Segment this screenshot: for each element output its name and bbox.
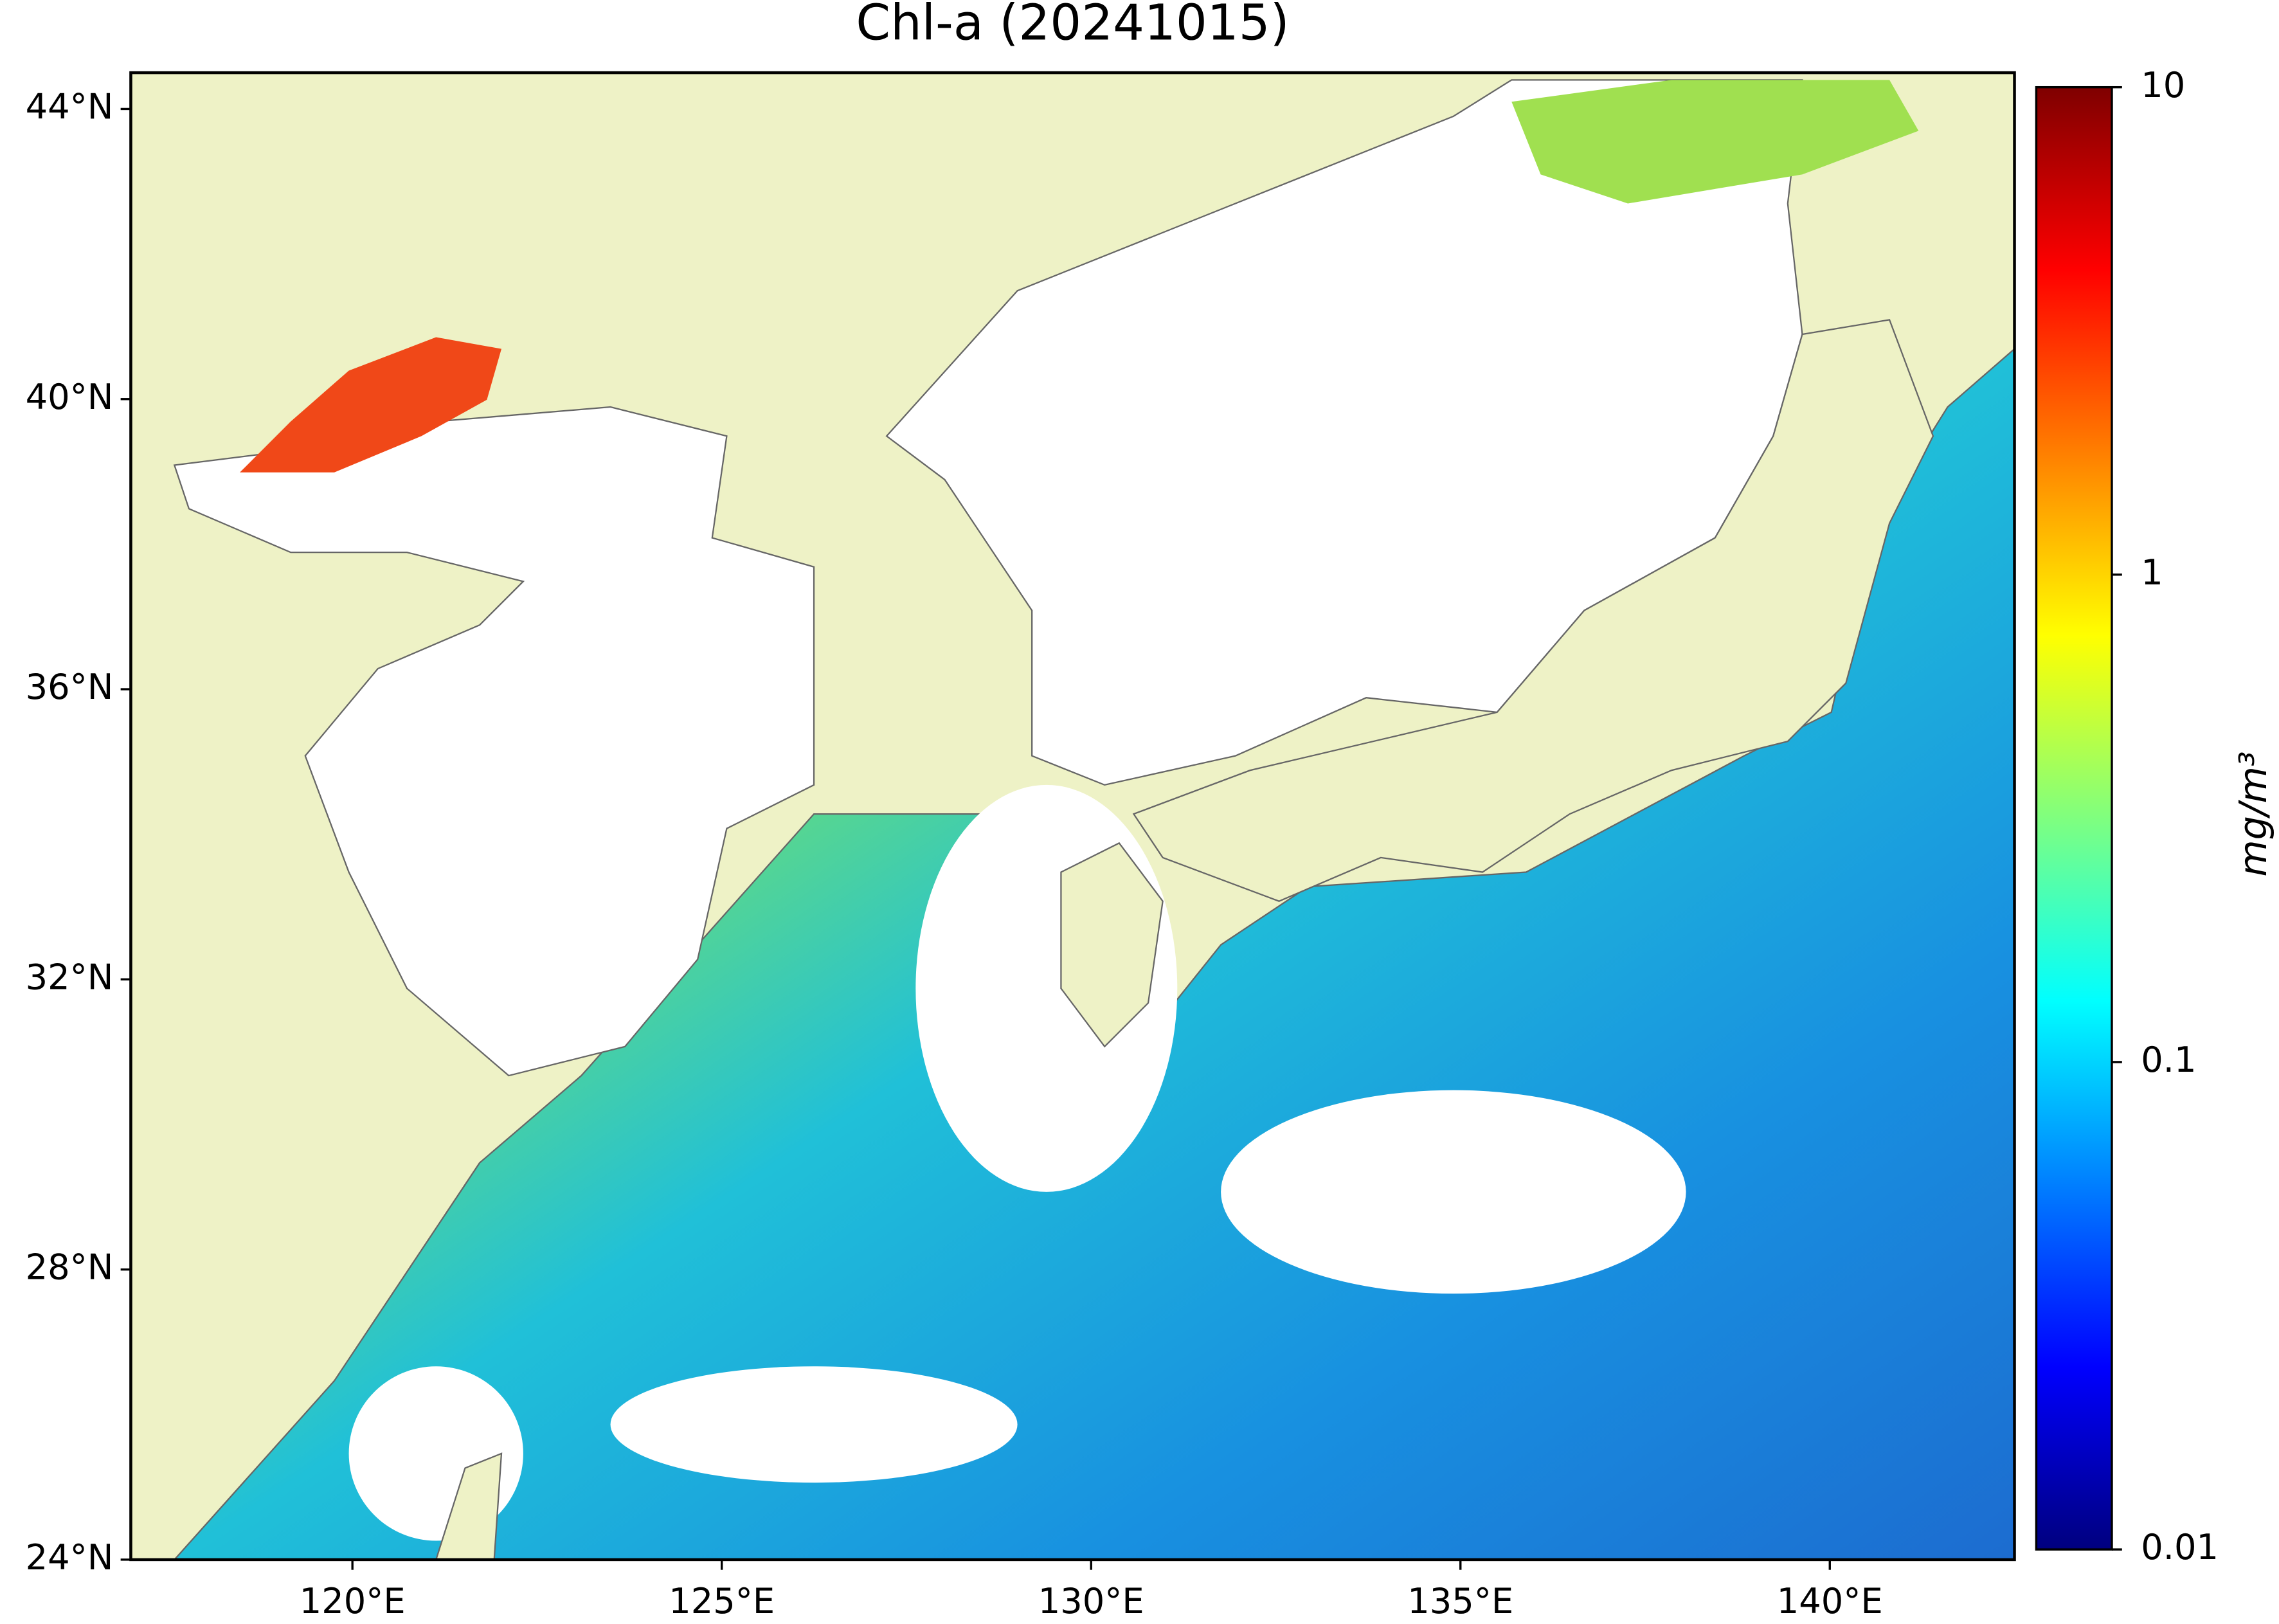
y-tick-label: 36°N xyxy=(26,667,114,707)
yellow-sea xyxy=(173,406,815,1077)
y-tick-label: 40°N xyxy=(26,377,114,417)
sea-of-japan-north xyxy=(1511,80,1919,204)
map xyxy=(131,73,2015,1560)
colorbar-label: mg/m³ xyxy=(2231,752,2275,877)
japan-honshu xyxy=(1132,319,1934,902)
taiwan xyxy=(435,1452,503,1560)
x-tick-label: 135°E xyxy=(1407,1581,1513,1621)
x-tick-label: 125°E xyxy=(669,1581,775,1621)
colorbar-tick-label: 0.1 xyxy=(2141,1040,2196,1080)
colorbar-tick-label: 0.01 xyxy=(2141,1527,2219,1567)
colorbar-tick-label: 1 xyxy=(2141,552,2163,593)
x-tick-label: 130°E xyxy=(1038,1581,1144,1621)
map-frame xyxy=(129,71,2016,1562)
y-tick-label: 32°N xyxy=(26,957,114,997)
colorbar xyxy=(2035,86,2113,1551)
y-tick-label: 44°N xyxy=(26,87,114,127)
colorbar-tick-label: 10 xyxy=(2141,65,2185,105)
x-tick-label: 120°E xyxy=(300,1581,406,1621)
y-tick-label: 24°N xyxy=(26,1537,114,1578)
bohai-bloom xyxy=(240,337,501,473)
kyushu xyxy=(1060,842,1164,1048)
chart-title: Chl-a (20241015) xyxy=(856,0,1289,52)
x-tick-label: 140°E xyxy=(1777,1581,1883,1621)
y-tick-label: 28°N xyxy=(26,1247,114,1288)
